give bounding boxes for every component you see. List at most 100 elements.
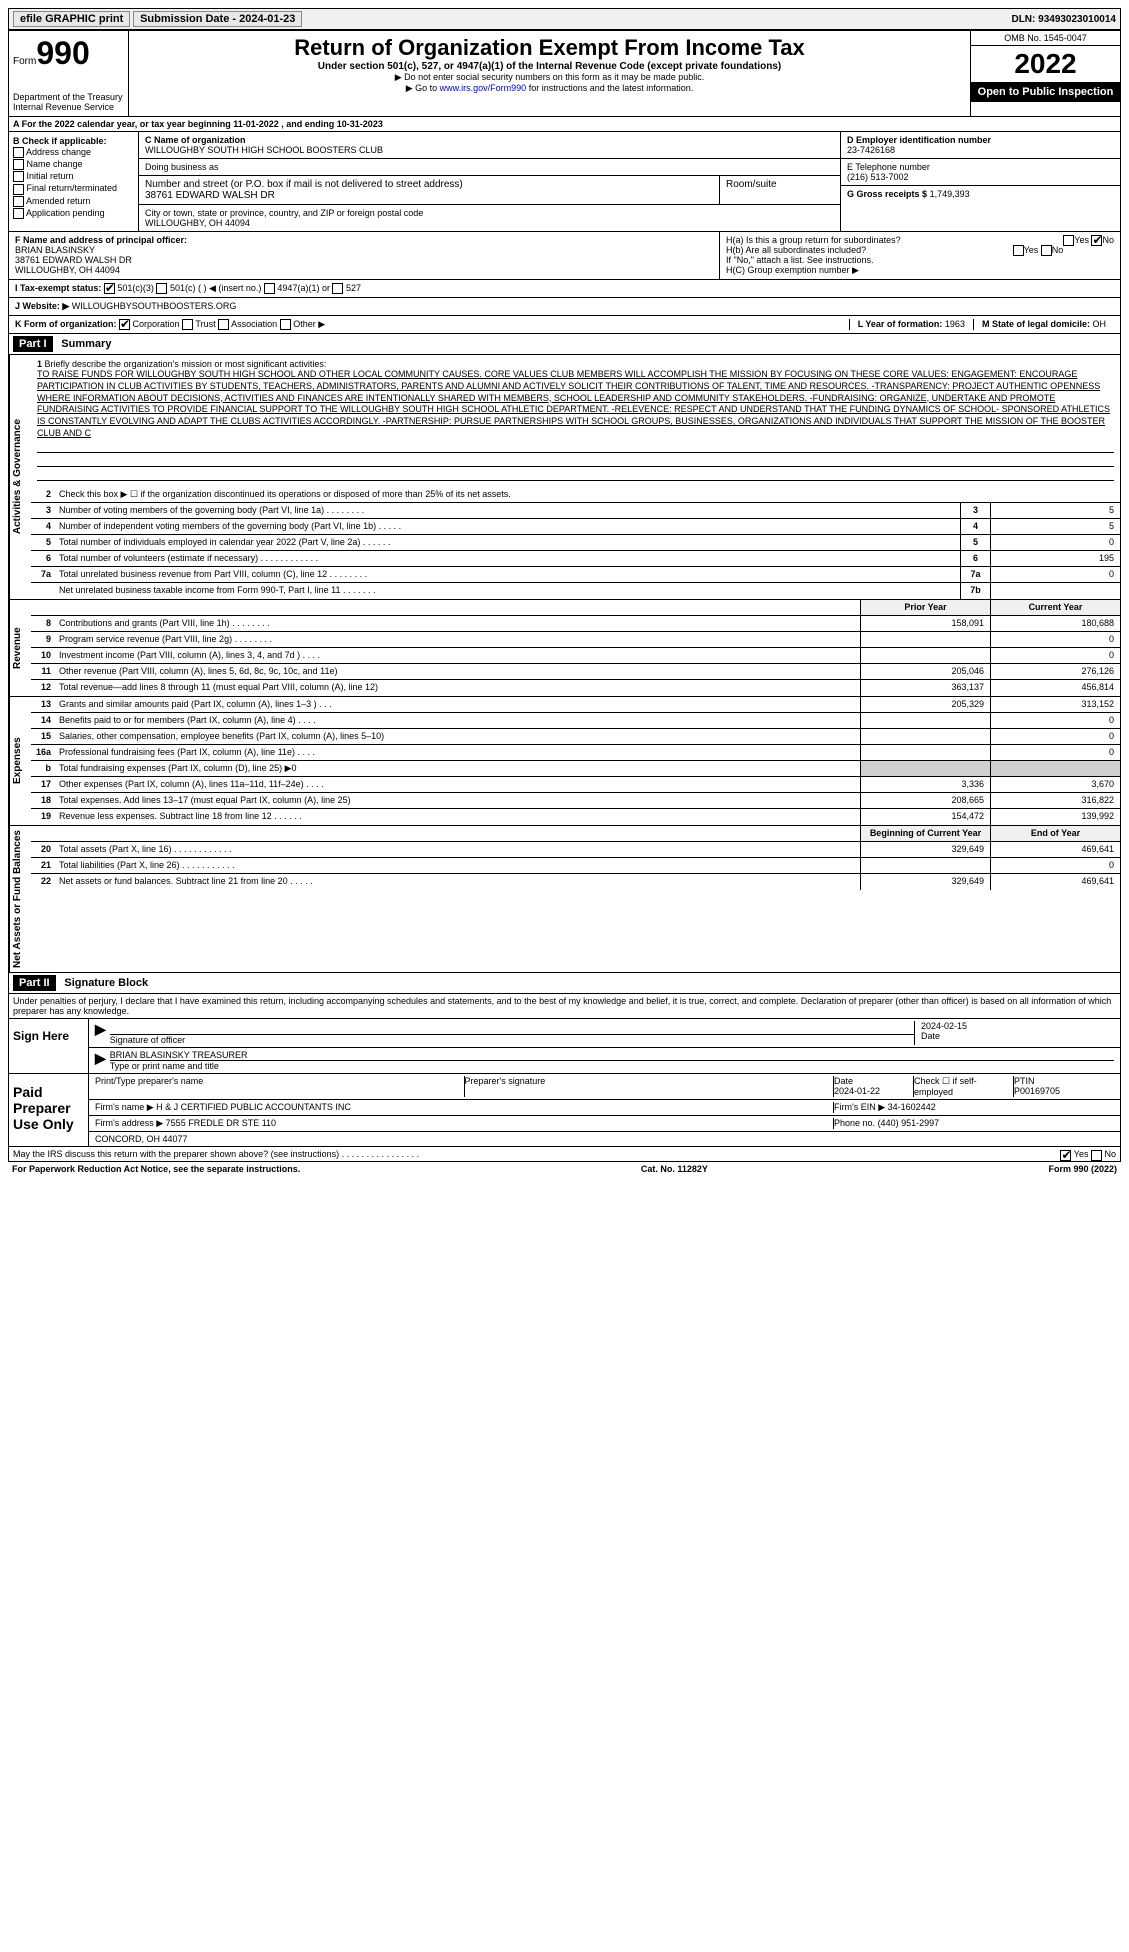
paid-preparer-label: Paid Preparer Use Only bbox=[9, 1074, 89, 1146]
col-beginning: Beginning of Current Year bbox=[860, 826, 990, 841]
check-other[interactable] bbox=[280, 319, 291, 330]
public-inspection: Open to Public Inspection bbox=[971, 82, 1120, 102]
firm-name: H & J CERTIFIED PUBLIC ACCOUNTANTS INC bbox=[156, 1102, 351, 1112]
dba-label: Doing business as bbox=[145, 162, 834, 172]
prep-date: 2024-01-22 bbox=[834, 1086, 880, 1096]
firm-phone: (440) 951-2997 bbox=[878, 1118, 940, 1128]
hb-row: H(b) Are all subordinates included? Yes … bbox=[726, 245, 1114, 255]
prep-name-label: Print/Type preparer's name bbox=[95, 1076, 465, 1097]
goto-note: ▶ Go to www.irs.gov/Form990 for instruct… bbox=[133, 83, 966, 94]
year-formation-label: L Year of formation: bbox=[858, 319, 943, 329]
omb-number: OMB No. 1545-0047 bbox=[971, 31, 1120, 46]
check-527[interactable] bbox=[332, 283, 343, 294]
mission-text: TO RAISE FUNDS FOR WILLOUGHBY SOUTH HIGH… bbox=[37, 369, 1114, 439]
check-trust[interactable] bbox=[182, 319, 193, 330]
submission-date-button[interactable]: Submission Date - 2024-01-23 bbox=[133, 11, 302, 27]
check-corporation[interactable] bbox=[119, 319, 130, 330]
vert-netassets: Net Assets or Fund Balances bbox=[9, 826, 31, 972]
dln: DLN: 93493023010014 bbox=[1011, 14, 1116, 25]
table-row: Number of independent voting members of … bbox=[55, 519, 960, 534]
table-row: Other expenses (Part IX, column (A), lin… bbox=[55, 777, 860, 792]
state-domicile-value: OH bbox=[1093, 319, 1107, 329]
form-number: 990 bbox=[36, 35, 89, 71]
state-domicile-label: M State of legal domicile: bbox=[982, 319, 1090, 329]
prep-check-label: Check ☐ if self-employed bbox=[914, 1076, 1014, 1097]
col-b-checkboxes: B Check if applicable: Address change Na… bbox=[9, 132, 139, 231]
tax-status-label: I Tax-exempt status: bbox=[15, 283, 101, 293]
city-value: WILLOUGHBY, OH 44094 bbox=[145, 218, 834, 228]
org-name: WILLOUGHBY SOUTH HIGH SCHOOL BOOSTERS CL… bbox=[145, 145, 834, 155]
table-row: Total expenses. Add lines 13–17 (must eq… bbox=[55, 793, 860, 808]
officer-addr2: WILLOUGHBY, OH 44094 bbox=[15, 265, 713, 275]
table-row: Number of voting members of the governin… bbox=[55, 503, 960, 518]
org-name-label: C Name of organization bbox=[145, 135, 834, 145]
footer-formnum: Form 990 (2022) bbox=[1048, 1164, 1117, 1174]
vert-revenue: Revenue bbox=[9, 600, 31, 696]
check-initial-return[interactable]: Initial return bbox=[13, 171, 134, 182]
check-application-pending[interactable]: Application pending bbox=[13, 208, 134, 219]
addr-value: 38761 EDWARD WALSH DR bbox=[145, 190, 713, 201]
gross-value: 1,749,393 bbox=[930, 189, 970, 199]
table-row: Benefits paid to or for members (Part IX… bbox=[55, 713, 860, 728]
table-row: Total assets (Part X, line 16) . . . . .… bbox=[55, 842, 860, 857]
ein-label: D Employer identification number bbox=[847, 135, 1114, 145]
part2-head: Part II bbox=[13, 975, 56, 991]
table-row: Contributions and grants (Part VIII, lin… bbox=[55, 616, 860, 631]
check-address-change[interactable]: Address change bbox=[13, 147, 134, 158]
table-row: Revenue less expenses. Subtract line 18 … bbox=[55, 809, 860, 825]
ssn-note: ▶ Do not enter social security numbers o… bbox=[133, 72, 966, 83]
form-org-label: K Form of organization: bbox=[15, 319, 117, 329]
check-501c3[interactable] bbox=[104, 283, 115, 294]
officer-name: BRIAN BLASINSKY bbox=[15, 245, 713, 255]
part1-head: Part I bbox=[13, 336, 53, 352]
vert-expenses: Expenses bbox=[9, 697, 31, 825]
irs-link[interactable]: www.irs.gov/Form990 bbox=[440, 83, 527, 93]
table-row: Program service revenue (Part VIII, line… bbox=[55, 632, 860, 647]
ptin: P00169705 bbox=[1014, 1086, 1060, 1096]
table-row: Salaries, other compensation, employee b… bbox=[55, 729, 860, 744]
year-formation-value: 1963 bbox=[945, 319, 965, 329]
form-title: Return of Organization Exempt From Incom… bbox=[133, 35, 966, 61]
arrow-icon: ▶ bbox=[95, 1021, 106, 1045]
table-row: Total unrelated business revenue from Pa… bbox=[55, 567, 960, 582]
check-name-change[interactable]: Name change bbox=[13, 159, 134, 170]
website-label: J Website: ▶ bbox=[15, 301, 69, 312]
hc-row: H(C) Group exemption number ▶ bbox=[726, 265, 1114, 276]
tax-year: 2022 bbox=[971, 46, 1120, 82]
officer-addr1: 38761 EDWARD WALSH DR bbox=[15, 255, 713, 265]
sig-date-label: Date bbox=[921, 1031, 1114, 1041]
officer-label: F Name and address of principal officer: bbox=[15, 235, 713, 245]
firm-addr2: CONCORD, OH 44077 bbox=[95, 1134, 1114, 1144]
check-501c[interactable] bbox=[156, 283, 167, 294]
addr-label: Number and street (or P.O. box if mail i… bbox=[145, 179, 713, 190]
table-row: Net assets or fund balances. Subtract li… bbox=[55, 874, 860, 890]
check-irs-yes[interactable] bbox=[1060, 1150, 1071, 1161]
firm-addr1: 7555 FREDLE DR STE 110 bbox=[166, 1118, 276, 1128]
phone-label: E Telephone number bbox=[847, 162, 1114, 172]
website-value: WILLOUGHBYSOUTHBOOSTERS.ORG bbox=[72, 301, 237, 312]
line2-discontinued: Check this box ▶ ☐ if the organization d… bbox=[55, 487, 1120, 502]
phone-value: (216) 513-7002 bbox=[847, 172, 1114, 182]
form-header: Form990 Department of the Treasury Inter… bbox=[8, 30, 1121, 117]
part1-title: Summary bbox=[61, 338, 111, 350]
sig-name: BRIAN BLASINSKY TREASURER bbox=[110, 1050, 1114, 1060]
footer-paperwork: For Paperwork Reduction Act Notice, see … bbox=[12, 1164, 300, 1174]
col-end: End of Year bbox=[990, 826, 1120, 841]
col-prior-year: Prior Year bbox=[860, 600, 990, 615]
check-irs-no[interactable] bbox=[1091, 1150, 1102, 1161]
efile-button[interactable]: efile GRAPHIC print bbox=[13, 11, 130, 27]
check-amended-return[interactable]: Amended return bbox=[13, 196, 134, 207]
sig-officer-label: Signature of officer bbox=[110, 1035, 914, 1045]
check-4947[interactable] bbox=[264, 283, 275, 294]
firm-ein: 34-1602442 bbox=[888, 1102, 936, 1112]
table-row: Grants and similar amounts paid (Part IX… bbox=[55, 697, 860, 712]
dept-treasury: Department of the Treasury Internal Reve… bbox=[13, 92, 124, 112]
table-row: Total fundraising expenses (Part IX, col… bbox=[55, 761, 860, 776]
may-irs-discuss: May the IRS discuss this return with the… bbox=[13, 1149, 419, 1159]
check-association[interactable] bbox=[218, 319, 229, 330]
mission-label: Briefly describe the organization's miss… bbox=[45, 359, 327, 369]
top-bar: efile GRAPHIC print Submission Date - 20… bbox=[8, 8, 1121, 30]
ein-value: 23-7426168 bbox=[847, 145, 1114, 155]
col-current-year: Current Year bbox=[990, 600, 1120, 615]
check-final-return[interactable]: Final return/terminated bbox=[13, 183, 134, 194]
